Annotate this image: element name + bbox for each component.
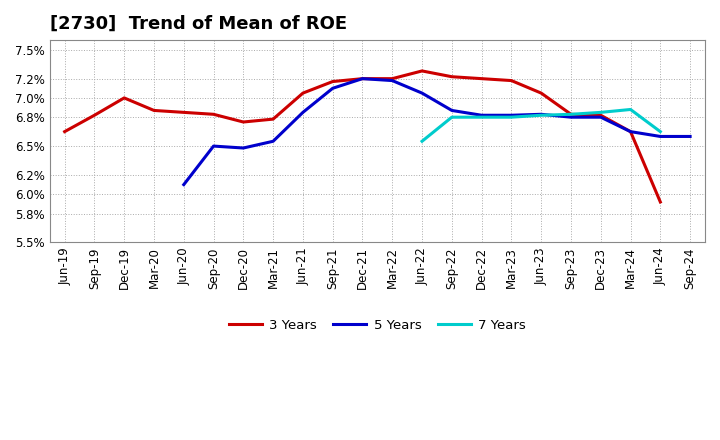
Line: 3 Years: 3 Years [65,71,660,202]
5 Years [358,76,366,81]
3 Years [448,74,456,79]
3 Years [120,95,128,101]
3 Years [477,76,486,81]
Line: 5 Years: 5 Years [184,79,690,185]
3 Years [328,79,337,84]
5 Years [269,139,277,144]
Line: 7 Years: 7 Years [422,110,660,141]
3 Years [239,119,248,125]
5 Years [299,110,307,115]
7 Years [477,114,486,120]
3 Years [179,110,188,115]
3 Years [596,113,605,118]
5 Years [537,112,546,117]
3 Years [626,129,635,134]
7 Years [537,113,546,118]
3 Years [269,117,277,122]
3 Years [358,76,366,81]
5 Years [477,113,486,118]
3 Years [537,91,546,96]
5 Years [179,182,188,187]
3 Years [60,129,69,134]
Text: [2730]  Trend of Mean of ROE: [2730] Trend of Mean of ROE [50,15,347,33]
7 Years [507,114,516,120]
3 Years [507,78,516,83]
5 Years [210,143,218,149]
5 Years [328,86,337,91]
7 Years [567,112,575,117]
7 Years [656,129,665,134]
7 Years [418,139,426,144]
3 Years [90,113,99,118]
5 Years [448,108,456,113]
7 Years [626,107,635,112]
5 Years [507,113,516,118]
3 Years [299,91,307,96]
3 Years [150,108,158,113]
5 Years [656,134,665,139]
5 Years [626,129,635,134]
5 Years [685,134,694,139]
5 Years [239,145,248,150]
3 Years [388,76,397,81]
5 Years [388,78,397,83]
5 Years [596,114,605,120]
3 Years [210,112,218,117]
3 Years [656,199,665,205]
3 Years [567,112,575,117]
5 Years [567,114,575,120]
3 Years [418,68,426,73]
7 Years [448,114,456,120]
Legend: 3 Years, 5 Years, 7 Years: 3 Years, 5 Years, 7 Years [223,314,531,337]
5 Years [418,91,426,96]
7 Years [596,110,605,115]
